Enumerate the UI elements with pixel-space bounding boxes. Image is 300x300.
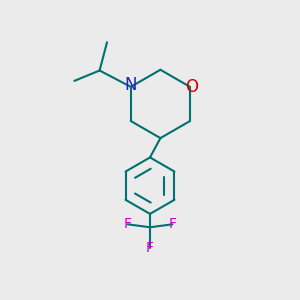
- Text: F: F: [146, 241, 154, 255]
- Text: O: O: [185, 78, 198, 96]
- Text: N: N: [124, 76, 137, 94]
- Text: F: F: [168, 217, 176, 231]
- Text: F: F: [124, 217, 132, 231]
